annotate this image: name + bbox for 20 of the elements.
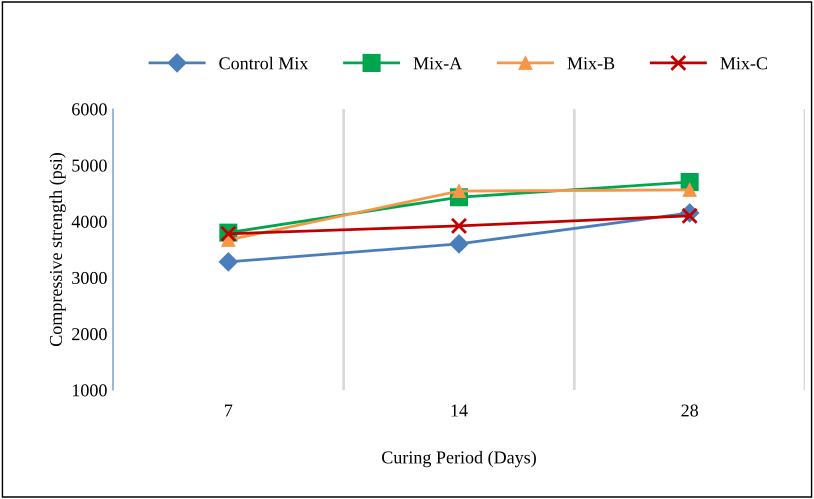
y-tick-label: 4000: [72, 216, 107, 228]
legend-label: Control Mix: [219, 56, 308, 70]
y-tick-label: 3000: [72, 272, 107, 284]
point: [682, 182, 697, 197]
point: [449, 234, 469, 254]
y-tick-label: 2000: [72, 328, 107, 340]
x-tick-label: 28: [681, 404, 698, 417]
y-axis-title: Compressive strength (psi): [49, 153, 66, 346]
x-tick-label: 7: [225, 404, 232, 416]
y-tick-label: 6000: [72, 103, 107, 116]
legend-label: Mix-C: [720, 57, 768, 70]
y-tick-label: 1000: [72, 384, 107, 396]
y-tick-label: 5000: [72, 159, 107, 172]
point: [218, 252, 238, 272]
point: [681, 207, 698, 224]
legend-label: Mix-A: [414, 57, 462, 70]
x-tick-label: 14: [452, 404, 468, 416]
legend-label: Mix-B: [568, 57, 614, 70]
x-axis-title: Curing Period (Days): [382, 450, 536, 468]
point: [450, 218, 468, 234]
